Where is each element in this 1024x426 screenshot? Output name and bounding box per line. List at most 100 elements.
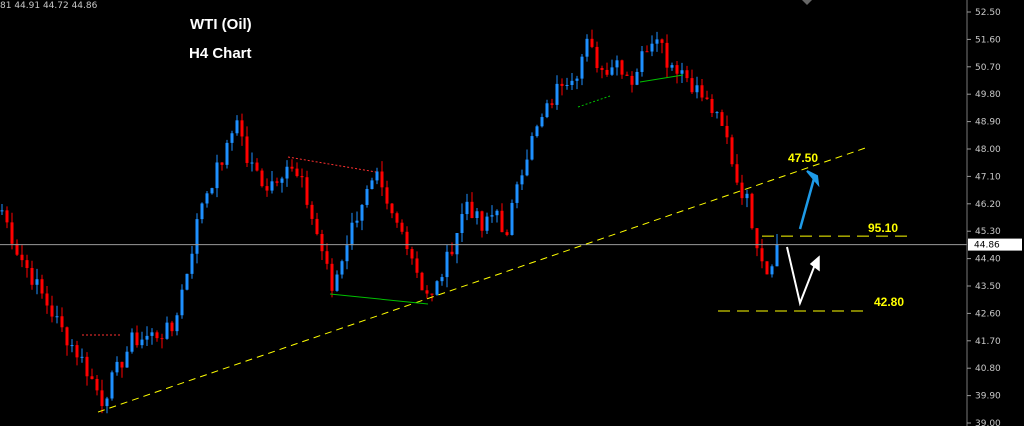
candle-body (685, 70, 689, 79)
candle-body (695, 85, 699, 93)
candle-body (340, 261, 344, 275)
candle-body (395, 213, 399, 223)
candle-body (740, 182, 744, 199)
y-tick-label: 42.60 (975, 309, 1001, 319)
candle-body (570, 80, 574, 85)
candle-body (385, 187, 389, 204)
candle-body (325, 251, 329, 264)
candle-body (345, 245, 349, 262)
candle-body (640, 51, 644, 72)
candle-body (165, 322, 169, 339)
candle-body (575, 78, 579, 81)
candle-body (110, 372, 114, 399)
candle-body (230, 133, 234, 143)
candle-body (40, 279, 44, 294)
arrow-head-white-icon (809, 255, 820, 272)
candle-body (265, 186, 269, 191)
candle-body (560, 83, 564, 86)
candle-body (555, 83, 559, 105)
candle-body (405, 231, 409, 250)
candle-body (240, 120, 244, 137)
candle-body (270, 181, 274, 191)
candle-body (655, 39, 659, 44)
candle-body (275, 181, 279, 183)
candle-body (120, 361, 124, 368)
y-tick-label: 51.60 (975, 35, 1001, 45)
period-marker-icon (802, 0, 812, 5)
candle-body (755, 228, 759, 249)
candle-body (150, 332, 154, 336)
candle-body (185, 273, 189, 290)
candle-body (130, 332, 134, 352)
candle-body (675, 65, 679, 74)
chart-subtitle: H4 Chart (189, 45, 252, 62)
candle-body (590, 38, 594, 47)
candle-body (440, 277, 444, 282)
candle-body (60, 316, 64, 328)
y-tick-label: 39.00 (975, 419, 1001, 426)
candle-body (420, 272, 424, 291)
y-tick-label: 40.80 (975, 364, 1001, 374)
candle-body (485, 216, 489, 231)
arrow-zigzag-white-icon (786, 246, 817, 307)
pattern-line (287, 156, 377, 173)
candle-body (545, 103, 549, 118)
candle-body (535, 126, 539, 137)
candle-body (390, 203, 394, 214)
candle-body (380, 171, 384, 188)
candle-body (310, 204, 314, 219)
candle-body (400, 222, 404, 232)
candle-body (0, 210, 4, 212)
arrow-up-blue-icon (798, 174, 817, 230)
candle-body (285, 166, 289, 179)
candle-body (715, 112, 719, 114)
candle-body (550, 103, 554, 105)
candle-body (210, 188, 214, 194)
candle-body (415, 258, 419, 273)
candle-body (465, 201, 469, 215)
candle-body (765, 261, 769, 275)
candle-body (705, 97, 709, 99)
candle-body (615, 60, 619, 68)
candle-body (70, 345, 74, 347)
candle-body (5, 210, 9, 223)
candle-body (25, 260, 29, 268)
candle-body (505, 232, 509, 235)
arrow-head-blue-icon (806, 170, 820, 188)
candle-body (20, 254, 24, 261)
candle-body (565, 84, 569, 86)
candle-body (460, 214, 464, 234)
candle-body (85, 356, 89, 377)
candle-body (645, 51, 649, 53)
candle-body (255, 162, 259, 171)
candle-body (65, 327, 69, 346)
current-price-label: 44.86 (974, 241, 1000, 251)
candle-body (710, 98, 714, 113)
candle-body (445, 251, 449, 278)
candle-body (15, 243, 19, 255)
candle-body (625, 74, 629, 76)
candle-body (140, 339, 144, 346)
candle-body (725, 125, 729, 138)
candle-body (45, 293, 49, 306)
candle-body (580, 56, 584, 79)
candle-body (105, 398, 109, 407)
candle-body (35, 279, 39, 285)
candle-body (155, 332, 159, 339)
candle-body (280, 178, 284, 183)
candle-body (335, 274, 339, 291)
resistance-label: 95.10 (868, 221, 898, 235)
candle-body (435, 281, 439, 295)
candle-body (745, 193, 749, 199)
candle-body (195, 219, 199, 254)
y-tick-label: 48.00 (975, 145, 1001, 155)
price-axis[interactable]: 52.50 51.60 50.70 49.80 48.90 48.00 47.10 46.20… (967, 8, 1022, 426)
candle-body (215, 162, 219, 189)
candle-body (55, 316, 59, 318)
y-tick-label: 43.50 (975, 282, 1001, 292)
candle-body (365, 188, 369, 205)
candle-body (490, 215, 494, 217)
candle-body (455, 233, 459, 255)
candle-body (540, 117, 544, 127)
